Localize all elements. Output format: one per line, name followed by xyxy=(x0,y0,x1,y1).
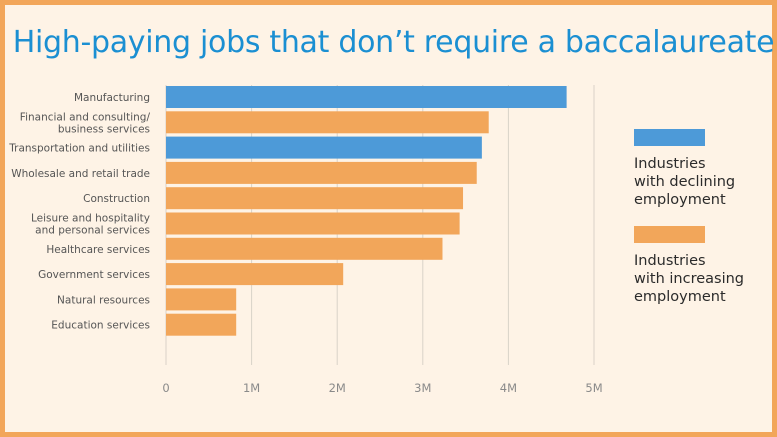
category-label: Education services xyxy=(51,320,150,332)
bar xyxy=(166,212,460,235)
x-tick-label: 5M xyxy=(585,381,602,395)
category-label: Wholesale and retail trade xyxy=(11,168,150,180)
category-label: Financial and consulting/business servic… xyxy=(20,111,151,135)
bar xyxy=(166,313,237,336)
x-tick-label: 0 xyxy=(162,381,169,395)
bar xyxy=(166,111,489,134)
bar xyxy=(166,136,482,159)
legend-swatch xyxy=(634,129,705,146)
bar xyxy=(166,288,237,311)
category-label: Construction xyxy=(83,193,150,205)
bar xyxy=(166,187,464,210)
legend-swatch xyxy=(634,226,705,243)
legend-label: Industries with declining employment xyxy=(634,156,735,208)
bar xyxy=(166,263,344,286)
x-tick-label: 1M xyxy=(243,381,260,395)
bar xyxy=(166,86,567,108)
legend-label: Industries with increasing employment xyxy=(634,253,744,305)
bars xyxy=(166,86,567,336)
category-label: Natural resources xyxy=(57,294,150,306)
x-tick-label: 2M xyxy=(329,381,346,395)
chart-title: High-paying jobs that don’t require a ba… xyxy=(12,25,775,60)
category-label: Manufacturing xyxy=(74,92,150,104)
category-label: Government services xyxy=(38,269,150,281)
category-labels: Manufacturing Financial and consulting/bu… xyxy=(8,92,150,332)
category-label: Healthcare services xyxy=(46,244,150,256)
x-tick-label: 4M xyxy=(500,381,517,395)
bar xyxy=(166,161,477,184)
x-tick-labels: 0 1M 2M 3M 4M 5M xyxy=(162,381,602,395)
legend: Industries with declining employment Indust… xyxy=(634,129,744,305)
bar xyxy=(166,237,443,260)
category-label: Transportation and utilities xyxy=(8,143,150,155)
category-label: Leisure and hospitality and personal serv… xyxy=(31,213,150,237)
x-tick-label: 3M xyxy=(414,381,431,395)
